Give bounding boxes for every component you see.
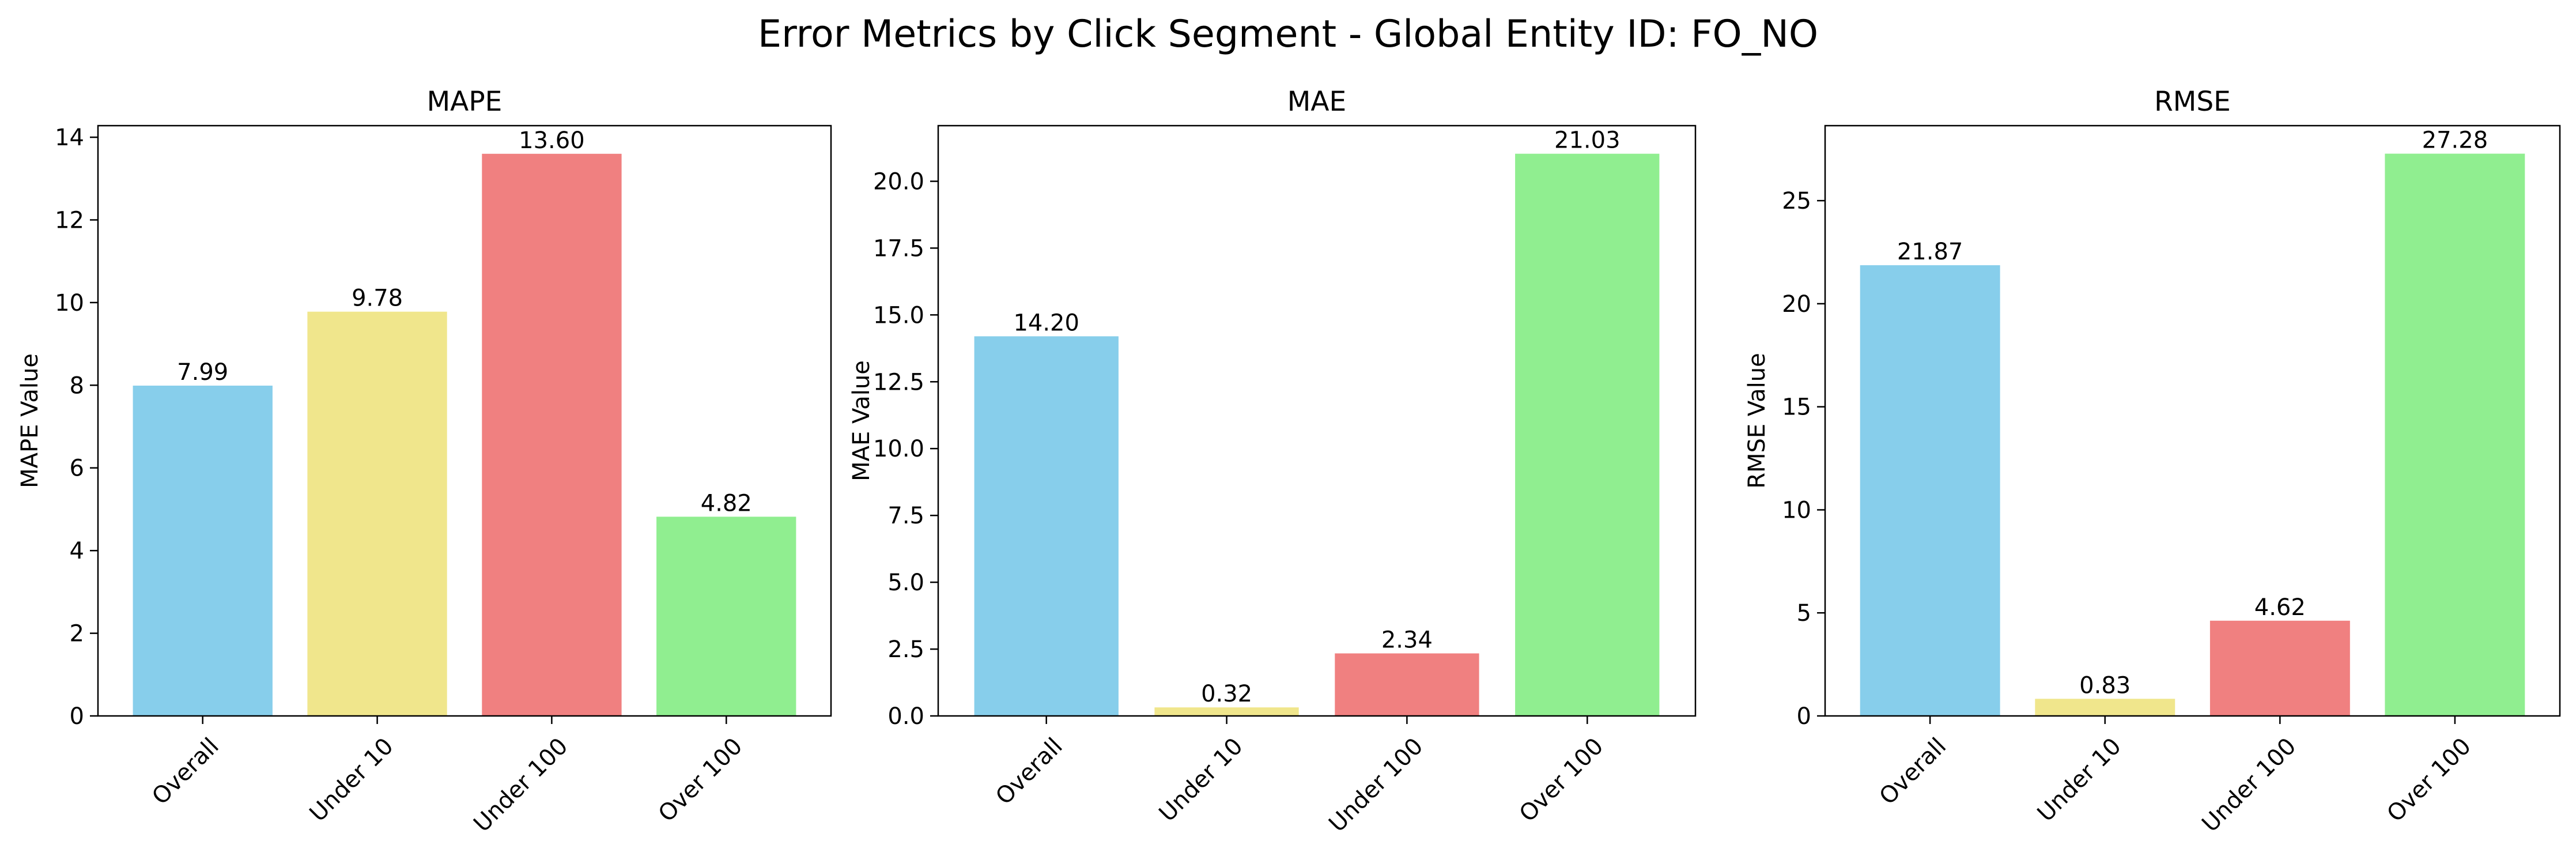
y-tick-label: 10 xyxy=(55,290,84,316)
y-tick-label: 17.5 xyxy=(873,235,924,262)
y-tick-label: 7.5 xyxy=(887,503,924,529)
subplot-rmse: 21.87 Overall 0.83 Under 10 4.62 Under 100 27.… xyxy=(1744,86,2561,838)
subplot-title: MAPE xyxy=(427,86,503,118)
bar-under-100 xyxy=(2209,620,2350,716)
y-tick-label: 20 xyxy=(1782,291,1811,318)
y-tick-label: 15 xyxy=(1782,394,1811,421)
x-tick-label: Overall xyxy=(991,733,1068,810)
x-tick-label: Overall xyxy=(147,733,224,810)
subplot-title: MAE xyxy=(1287,86,1346,118)
bar-value-label: 9.78 xyxy=(352,285,403,312)
bar-over-100 xyxy=(2385,153,2525,717)
bar-value-label: 4.82 xyxy=(701,490,752,516)
bar-over-100 xyxy=(1515,153,1660,716)
bar-value-label: 0.83 xyxy=(2079,672,2131,699)
subplot-mape: 7.99 Overall 9.78 Under 10 13.60 Under 100 4.8… xyxy=(17,86,832,838)
y-tick-label: 10.0 xyxy=(873,436,924,462)
y-tick-label: 14 xyxy=(55,125,84,151)
subplot-title: RMSE xyxy=(2154,86,2231,118)
x-tick-label: Under 100 xyxy=(469,733,573,838)
x-tick-label: Over 100 xyxy=(654,733,748,828)
y-tick-label: 5.0 xyxy=(887,570,924,596)
x-tick-label: Under 10 xyxy=(1154,733,1248,827)
y-tick-label: 8 xyxy=(70,372,84,399)
y-tick-label: 4 xyxy=(70,538,84,564)
y-tick-label: 5 xyxy=(1797,600,1811,627)
bar-under-10 xyxy=(1154,707,1299,716)
bar-value-label: 21.87 xyxy=(1897,239,1963,265)
y-axis-label: MAE Value xyxy=(848,360,875,481)
bar-value-label: 27.28 xyxy=(2422,127,2488,154)
x-tick-label: Over 100 xyxy=(2382,733,2476,828)
bar-under-10 xyxy=(307,311,447,716)
subplot-mae: 14.20 Overall 0.32 Under 10 2.34 Under 100 21.… xyxy=(848,86,1697,838)
bar-value-label: 21.03 xyxy=(1554,127,1621,154)
bar-value-label: 14.20 xyxy=(1013,310,1079,336)
x-tick-label: Over 100 xyxy=(1514,733,1609,828)
x-tick-label: Under 10 xyxy=(2033,733,2126,827)
bar-value-label: 4.62 xyxy=(2254,594,2306,621)
y-tick-label: 15.0 xyxy=(873,302,924,329)
y-tick-label: 12.5 xyxy=(873,369,924,395)
bar-overall xyxy=(1860,265,2000,717)
figure-suptitle: Error Metrics by Click Segment - Global … xyxy=(758,13,1818,56)
y-tick-label: 0 xyxy=(1797,703,1811,730)
y-tick-label: 2 xyxy=(70,621,84,647)
bar-value-label: 2.34 xyxy=(1381,627,1433,654)
axes-frame xyxy=(97,125,832,717)
x-tick-label: Under 100 xyxy=(2197,733,2301,838)
y-tick-label: 25 xyxy=(1782,188,1811,214)
axes-frame xyxy=(937,125,1697,717)
y-tick-label: 12 xyxy=(55,208,84,234)
y-tick-label: 10 xyxy=(1782,497,1811,524)
y-tick-label: 20.0 xyxy=(873,169,924,195)
x-tick-label: Under 100 xyxy=(1324,733,1428,838)
bar-value-label: 7.99 xyxy=(177,359,228,386)
y-tick-label: 2.5 xyxy=(887,636,924,663)
y-tick-label: 0.0 xyxy=(887,703,924,730)
bar-under-10 xyxy=(2035,699,2175,716)
bar-over-100 xyxy=(656,516,796,716)
x-tick-label: Under 10 xyxy=(305,733,399,827)
axes-frame xyxy=(1824,125,2561,717)
y-axis-label: RMSE Value xyxy=(1744,353,1770,489)
y-tick-label: 6 xyxy=(70,455,84,482)
bar-overall xyxy=(133,386,273,716)
bar-overall xyxy=(974,336,1119,716)
bar-under-100 xyxy=(1335,653,1479,716)
bar-value-label: 0.32 xyxy=(1201,681,1252,707)
bar-under-100 xyxy=(482,153,622,716)
bar-value-label: 13.60 xyxy=(519,127,585,154)
y-tick-label: 0 xyxy=(70,703,84,730)
x-tick-label: Overall xyxy=(1875,733,1952,810)
y-axis-label: MAPE Value xyxy=(17,353,43,488)
